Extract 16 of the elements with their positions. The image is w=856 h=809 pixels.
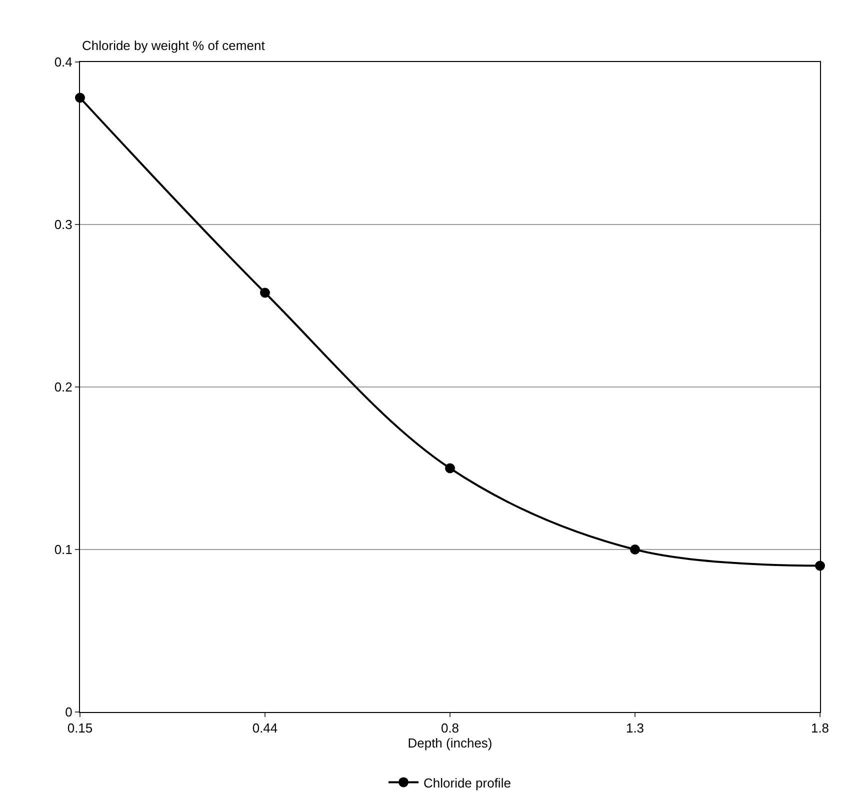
point bbox=[630, 544, 640, 554]
y-tick-label: 0.1 bbox=[54, 542, 72, 558]
legend-label: Chloride profile bbox=[424, 775, 511, 790]
x-tick-label: 0.44 bbox=[252, 720, 278, 736]
x-tick-label: 1.3 bbox=[626, 720, 644, 736]
y-tick-label: 0.4 bbox=[54, 54, 72, 70]
y-tick-label: 0.2 bbox=[54, 380, 72, 395]
x-tick-label: 1.8 bbox=[810, 720, 830, 736]
x-tick-label: 0.8 bbox=[440, 720, 460, 736]
y-tick-label: 0 bbox=[65, 704, 72, 720]
point bbox=[445, 463, 455, 474]
x-tick-label: 0.15 bbox=[67, 720, 93, 736]
y-tick-label: 0.3 bbox=[54, 217, 72, 232]
y-axis-title: Chloride by weight % of cement bbox=[82, 38, 266, 53]
point bbox=[260, 288, 270, 298]
x-axis-title: Depth (inches) bbox=[408, 736, 492, 751]
